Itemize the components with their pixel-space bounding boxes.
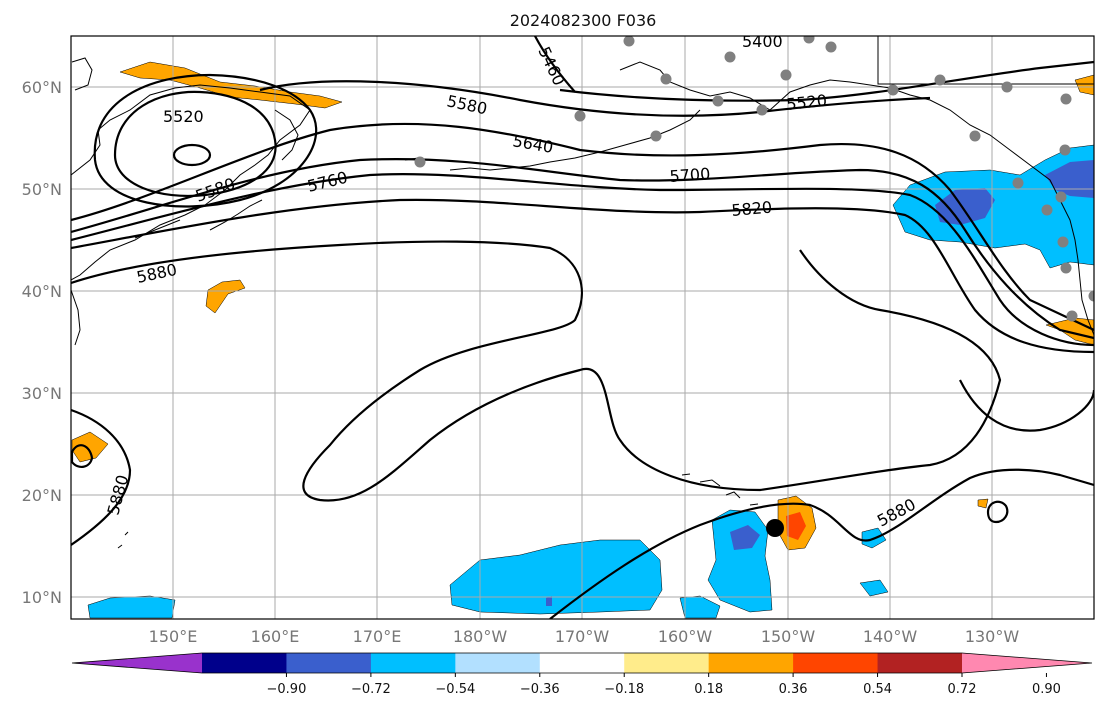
contour-5880-south xyxy=(549,468,1094,619)
contour-5820 xyxy=(71,198,1094,354)
lon-label-150e: 150°E xyxy=(149,627,198,646)
lat-label-50n: 50°N xyxy=(22,180,62,199)
colorbar-segment xyxy=(455,653,541,673)
contour-5880-west-loop xyxy=(71,444,94,468)
contour-5580-low xyxy=(93,73,318,208)
height-contours xyxy=(71,36,1094,619)
colorbar-tick-label: −0.36 xyxy=(520,682,560,697)
contour-5880-west xyxy=(71,408,132,546)
contour-label-5700: 5700 xyxy=(669,164,711,186)
colorbar-tick-label: −0.72 xyxy=(351,682,391,697)
colorbar-segment xyxy=(708,653,794,673)
lon-label-140w: 140°W xyxy=(863,627,918,646)
colorbar-extend-max xyxy=(962,653,1092,673)
lat-label-30n: 30°N xyxy=(22,384,62,403)
lat-label-40n: 40°N xyxy=(22,282,62,301)
colorbar-extend-min xyxy=(72,653,202,673)
colorbar-tick-label: −0.90 xyxy=(267,682,307,697)
lon-label-160e: 160°E xyxy=(251,627,300,646)
lon-label-160w: 160°W xyxy=(658,627,713,646)
contour-5880-east xyxy=(959,379,1094,432)
colorbar-tick-label: 0.18 xyxy=(694,682,723,697)
center-marker xyxy=(766,519,784,537)
lat-label-10n: 10°N xyxy=(22,588,62,607)
colorbar-tick-label: 0.90 xyxy=(1032,682,1061,697)
contour-label-5820: 5820 xyxy=(731,198,773,220)
colorbar-tick-label: 0.54 xyxy=(863,682,892,697)
colorbar: −0.90 −0.72 −0.54 −0.36 −0.18 0.18 0.36 0.54 0.7… xyxy=(71,652,1093,697)
coastlines xyxy=(71,36,1094,549)
lon-label-130w: 130°W xyxy=(965,627,1020,646)
contour-5760 xyxy=(71,173,1094,347)
colorbar-tick-label: −0.18 xyxy=(604,682,644,697)
lon-label-170e: 170°E xyxy=(353,627,402,646)
colorbar-tick-label: 0.36 xyxy=(779,682,808,697)
lon-label-170w: 170°W xyxy=(555,627,610,646)
lon-label-180w: 180°W xyxy=(453,627,508,646)
colorbar-segment xyxy=(370,653,456,673)
lat-label-60n: 60°N xyxy=(22,78,62,97)
contour-label-5400: 5400 xyxy=(742,32,783,51)
contour-5640 xyxy=(71,122,1094,331)
contour-5520 xyxy=(113,90,277,197)
lon-axis: 150°E 160°E 170°E 180°W 170°W 160°W 150°… xyxy=(149,627,1020,646)
colorbar-segment xyxy=(877,653,963,673)
colorbar-segment xyxy=(793,653,879,673)
lat-label-20n: 20°N xyxy=(22,486,62,505)
map-frame xyxy=(70,35,1095,620)
figure-title: 2024082300 F036 xyxy=(510,11,657,30)
shaded-negative-regions xyxy=(87,144,1094,619)
graticule xyxy=(71,36,1094,619)
lat-axis: 60°N 50°N 40°N 30°N 20°N 10°N xyxy=(22,78,62,607)
lon-label-150w: 150°W xyxy=(761,627,816,646)
colorbar-tick-label: −0.54 xyxy=(435,682,475,697)
contour-5520-center xyxy=(172,143,212,167)
colorbar-outline xyxy=(71,652,1093,674)
contour-5460 xyxy=(534,36,576,93)
contour-5580 xyxy=(259,80,931,117)
colorbar-tick-label: 0.72 xyxy=(948,682,977,697)
shaded-strong-positive xyxy=(786,512,806,540)
contour-5880-small xyxy=(986,500,1009,524)
colorbar-segment xyxy=(624,653,710,673)
colorbar-segment xyxy=(202,653,287,673)
contour-label-5520: 5520 xyxy=(785,91,827,114)
contour-5880-north xyxy=(71,240,1002,502)
colorbar-segment xyxy=(539,653,625,673)
contour-5520-north xyxy=(559,60,1094,102)
contour-5700 xyxy=(71,157,1094,340)
colorbar-segment xyxy=(286,653,372,673)
station-markers xyxy=(414,36,1094,322)
contour-label-5520-low: 5520 xyxy=(163,107,204,126)
